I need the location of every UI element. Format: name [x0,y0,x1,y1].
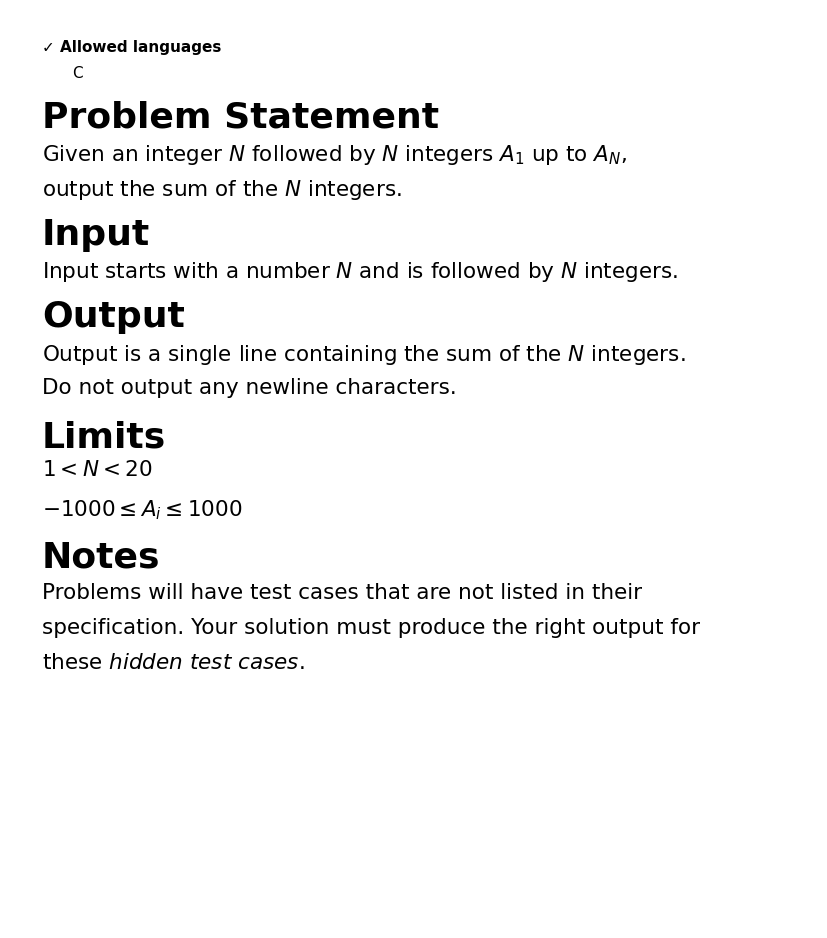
Text: Output: Output [42,300,184,334]
Text: Do not output any newline characters.: Do not output any newline characters. [42,378,457,398]
Text: these $\mathit{hidden\ test\ cases}$.: these $\mathit{hidden\ test\ cases}$. [42,653,304,673]
Text: Input: Input [42,218,150,252]
Text: Output is a single line containing the sum of the $N$ integers.: Output is a single line containing the s… [42,343,685,367]
Text: specification. Your solution must produce the right output for: specification. Your solution must produc… [42,618,700,638]
Text: Input starts with a number $N$ and is followed by $N$ integers.: Input starts with a number $N$ and is fo… [42,260,677,284]
Text: Given an integer $N$ followed by $N$ integers $A_1$ up to $A_N$,: Given an integer $N$ followed by $N$ int… [42,143,627,167]
Text: $-1000 \leq A_i \leq 1000$: $-1000 \leq A_i \leq 1000$ [42,498,242,522]
Text: Problem Statement: Problem Statement [42,100,438,134]
Text: Notes: Notes [42,540,160,574]
Text: Problems will have test cases that are not listed in their: Problems will have test cases that are n… [42,583,642,603]
Text: ✓ Allowed languages: ✓ Allowed languages [42,40,221,55]
Text: C: C [72,66,83,81]
Text: output the sum of the $N$ integers.: output the sum of the $N$ integers. [42,178,401,202]
Text: Limits: Limits [42,420,166,454]
Text: $1 < N < 20$: $1 < N < 20$ [42,460,152,480]
